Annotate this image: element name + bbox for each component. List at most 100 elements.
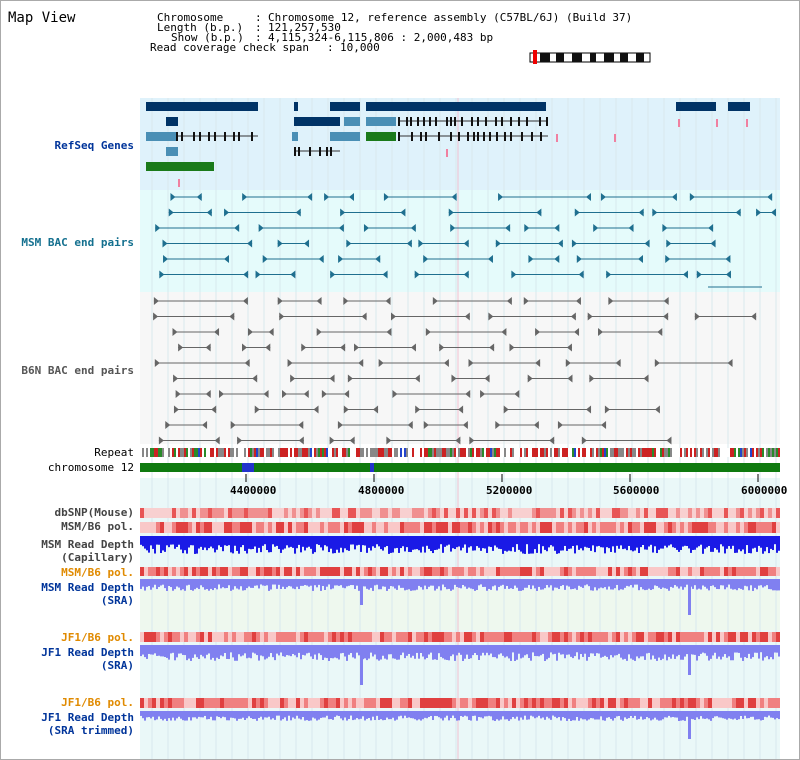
read-depth-bar: [580, 536, 582, 549]
pol-heat-cell: [664, 522, 668, 533]
read-depth-bar: [494, 711, 496, 721]
repeat-mark: [726, 448, 728, 457]
track-label-dbsnp[interactable]: dbSNP(Mouse): [54, 506, 134, 519]
track-label-jf1-read-sra[interactable]: JF1 Read Depth: [41, 646, 134, 659]
bac-end-marker: [598, 328, 604, 336]
pol-heat-cell: [708, 698, 712, 708]
pol-heat-cell: [388, 567, 392, 576]
read-depth-bar: [698, 711, 700, 720]
pol-heat-cell: [180, 508, 184, 518]
pol-heat-cell: [656, 632, 660, 642]
track-label-refseq-genes[interactable]: RefSeq Genes: [54, 139, 134, 152]
track-label-b6n-bac[interactable]: B6N BAC end pairs: [21, 364, 134, 377]
read-depth-bar: [722, 536, 724, 547]
pol-heat-cell: [244, 522, 248, 533]
track-label-msm-b6-pol-2[interactable]: MSM/B6 pol.: [61, 566, 134, 579]
bac-end-marker: [443, 359, 449, 367]
bac-end-marker: [418, 239, 424, 248]
read-depth-bar: [228, 536, 230, 546]
read-depth-bar: [240, 645, 242, 657]
read-depth-bar: [762, 645, 764, 661]
pol-heat-cell: [224, 522, 228, 533]
track-label-msm-b6-pol[interactable]: MSM/B6 pol.: [61, 520, 134, 533]
read-depth-bar: [160, 711, 162, 719]
track-label-repeat[interactable]: Repeat: [94, 446, 134, 459]
pol-heat-cell: [620, 698, 624, 708]
pol-heat-cell: [172, 632, 176, 642]
pol-heat-cell: [220, 632, 224, 642]
pol-heat-cell: [416, 698, 420, 708]
read-depth-bar: [186, 711, 188, 721]
read-depth-bar: [314, 579, 316, 586]
pol-heat-cell: [752, 508, 756, 518]
pol-heat-cell: [304, 567, 308, 576]
bac-end-marker: [277, 297, 283, 305]
track-label-chromosome[interactable]: chromosome 12: [47, 461, 134, 474]
bac-end-marker: [340, 208, 346, 217]
track-label-jf1-read-trim[interactable]: JF1 Read Depth: [41, 711, 134, 724]
pol-heat-cell: [616, 698, 620, 708]
pol-heat-cell: [244, 632, 248, 642]
read-depth-bar: [630, 711, 632, 717]
read-depth-bar: [438, 645, 440, 654]
read-depth-bar: [368, 536, 370, 548]
repeat-mark: [210, 448, 212, 457]
read-depth-bar: [454, 645, 456, 661]
track-label-jf1-b6-pol-2[interactable]: JF1/B6 pol.: [61, 696, 134, 709]
read-depth-bar: [680, 645, 682, 660]
read-depth-bar: [540, 536, 542, 554]
pol-heat-cell: [544, 567, 548, 576]
track-label-jf1-b6-pol[interactable]: JF1/B6 pol.: [61, 631, 134, 644]
read-depth-bar: [212, 536, 214, 549]
read-depth-bar: [574, 536, 576, 554]
read-depth-bar: [282, 536, 284, 550]
read-depth-bar: [642, 711, 644, 720]
read-depth-bar: [436, 579, 438, 589]
read-depth-bar: [548, 645, 550, 658]
read-depth-bar: [240, 579, 242, 587]
read-depth-bar: [674, 536, 676, 548]
read-depth-bar: [504, 711, 506, 720]
pol-heat-cell: [572, 632, 576, 642]
repeat-mark: [564, 448, 566, 457]
pol-heat-cell: [148, 698, 152, 708]
read-depth-bar: [698, 536, 700, 547]
read-depth-bar: [296, 711, 298, 716]
read-depth-bar: [206, 579, 208, 590]
bac-end-marker: [244, 359, 250, 367]
bac-end-marker: [638, 208, 644, 217]
track-label-msm-bac[interactable]: MSM BAC end pairs: [21, 236, 134, 249]
pol-heat-cell: [456, 567, 460, 576]
read-depth-bar: [326, 645, 328, 659]
read-depth-bar: [168, 579, 170, 587]
repeat-mark: [434, 448, 436, 457]
pol-heat-cell: [268, 567, 272, 576]
read-depth-bar: [530, 645, 532, 661]
pol-heat-cell: [760, 698, 764, 708]
read-depth-bar: [606, 645, 608, 657]
read-depth-bar: [516, 645, 518, 660]
repeat-mark: [266, 448, 268, 457]
read-depth-bar: [320, 711, 322, 718]
pol-heat-cell: [332, 632, 336, 642]
repeat-mark: [148, 448, 150, 457]
read-depth-bar: [382, 536, 384, 551]
repeat-mark: [276, 448, 278, 457]
track-label-msm-read-sra[interactable]: MSM Read Depth: [41, 581, 134, 594]
read-depth-bar: [202, 711, 204, 718]
bac-end-marker: [343, 405, 349, 414]
pol-heat-cell: [564, 632, 568, 642]
repeat-mark: [390, 448, 392, 457]
repeat-mark: [546, 448, 548, 457]
pol-heat-cell: [368, 508, 372, 518]
read-depth-bar: [566, 536, 568, 551]
track-label-msm-read-cap[interactable]: MSM Read Depth: [41, 538, 134, 551]
bac-end-marker: [637, 255, 643, 263]
bac-end-marker: [644, 239, 650, 248]
read-depth-bar: [476, 645, 478, 656]
repeat-mark: [190, 448, 192, 457]
repeat-mark: [528, 448, 530, 457]
read-depth-bar: [744, 645, 746, 658]
pol-heat-cell: [472, 522, 476, 533]
